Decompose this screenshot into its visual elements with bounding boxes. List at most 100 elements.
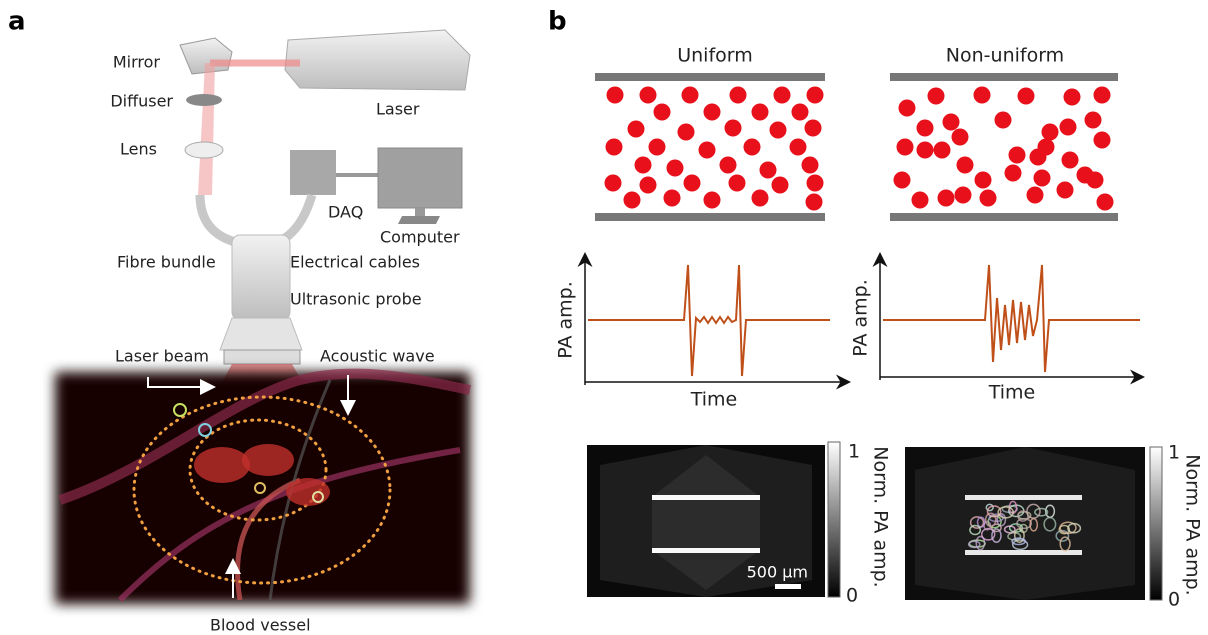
red-blood-cell [1097,194,1114,211]
label: DAQ [328,203,363,222]
red-blood-cell [897,139,914,156]
red-blood-cell [1018,88,1035,105]
red-blood-cell [635,157,652,174]
label: Laser beam [115,347,209,366]
red-blood-cell [955,187,972,204]
keyboard [398,216,440,224]
tissue-image [55,372,470,604]
red-blood-cell [792,104,809,121]
column-title: Non-uniform [946,45,1064,67]
red-blood-cell [938,190,955,207]
red-blood-cell [774,87,791,104]
figure: a Mirror Diffuse [0,0,1208,635]
computer-stand [415,208,425,216]
red-blood-cell [624,192,641,209]
colorbar-tick: 0 [846,585,858,607]
probe-handle [232,235,290,320]
red-blood-cell [1085,112,1102,129]
column-title: Uniform [677,45,753,67]
signal-trace [883,265,1140,372]
red-blood-cell [704,104,721,121]
red-blood-cell [684,175,701,192]
panel-label: b [548,7,567,37]
lens-shape [185,142,223,158]
red-blood-cell [1042,124,1059,141]
scale-bar [775,584,801,589]
label: Diffuser [110,92,173,111]
panel-label: a [8,7,26,37]
red-blood-cell [654,104,671,121]
red-blood-cell [720,157,737,174]
red-blood-cell [725,120,742,137]
label: Laser [376,100,420,119]
colorbar [1150,447,1162,600]
red-blood-cell [606,139,623,156]
red-blood-cell [894,172,911,189]
red-blood-cell [1027,187,1044,204]
red-blood-cell [974,87,991,104]
label: Ultrasonic probe [290,290,422,309]
diffuser-shape [186,94,222,106]
red-blood-cell [807,87,824,104]
red-blood-cell [807,175,824,192]
label: Acoustic wave [320,347,435,366]
red-blood-cell [899,100,916,117]
red-blood-cell [770,122,787,139]
vessel-wall-signal [652,495,760,500]
red-blood-cell [682,87,699,104]
label: Lens [120,140,157,159]
red-blood-cell [649,139,666,156]
red-blood-cell [752,190,769,207]
tissue-background [55,372,470,604]
vessel-wall-signal [652,548,760,553]
red-blood-cell [975,172,992,189]
red-blood-cell [802,157,819,174]
red-blood-cell [772,177,789,194]
laser-shape [285,30,470,90]
axis-label: Time [988,382,1036,404]
label: Mirror [113,53,161,72]
red-blood-cell [1094,87,1111,104]
red-blood-cell [790,139,807,156]
label: Computer [380,228,460,247]
page: { "panel_a": { "label": "a", "mirror": "… [0,0,1208,635]
red-blood-cell [699,142,716,159]
red-blood-cell [744,139,761,156]
red-blood-cell [952,129,969,146]
colorbar-label: Norm. PA amp. [1182,454,1204,595]
red-blood-cell [1057,182,1074,199]
absorber [194,447,250,483]
red-blood-cell [1087,172,1104,189]
tube-wall [890,73,1118,81]
tube-wall [595,213,825,221]
red-blood-cell [806,194,823,211]
red-blood-cell [729,175,746,192]
red-blood-cell [640,87,657,104]
colorbar-tick: 1 [1168,442,1180,464]
label: Electrical cables [290,253,420,272]
laser-path [198,63,215,195]
colorbar-tick: 1 [848,441,860,463]
red-blood-cell [1034,170,1051,187]
red-blood-cell [917,120,934,137]
red-blood-cell [605,175,622,192]
red-blood-cell [980,190,997,207]
vessel-wall-signal [965,495,1082,500]
colorbar [828,442,840,597]
red-blood-cell [752,104,769,121]
red-blood-cell [640,177,657,194]
red-blood-cell [1009,147,1026,164]
red-blood-cell [664,190,681,207]
axis-label: PA amp. [555,281,577,359]
colorbar-label: Norm. PA amp. [870,446,892,587]
red-blood-cell [704,192,721,209]
label: Fibre bundle [117,253,216,272]
red-blood-cell [607,87,624,104]
absorber [242,444,294,476]
tubes [595,73,1118,221]
red-blood-cell [1094,132,1111,149]
red-blood-cell [943,114,960,131]
red-blood-cell [1062,152,1079,169]
red-blood-cell [730,87,747,104]
colorbar-tick: 0 [1168,589,1180,611]
